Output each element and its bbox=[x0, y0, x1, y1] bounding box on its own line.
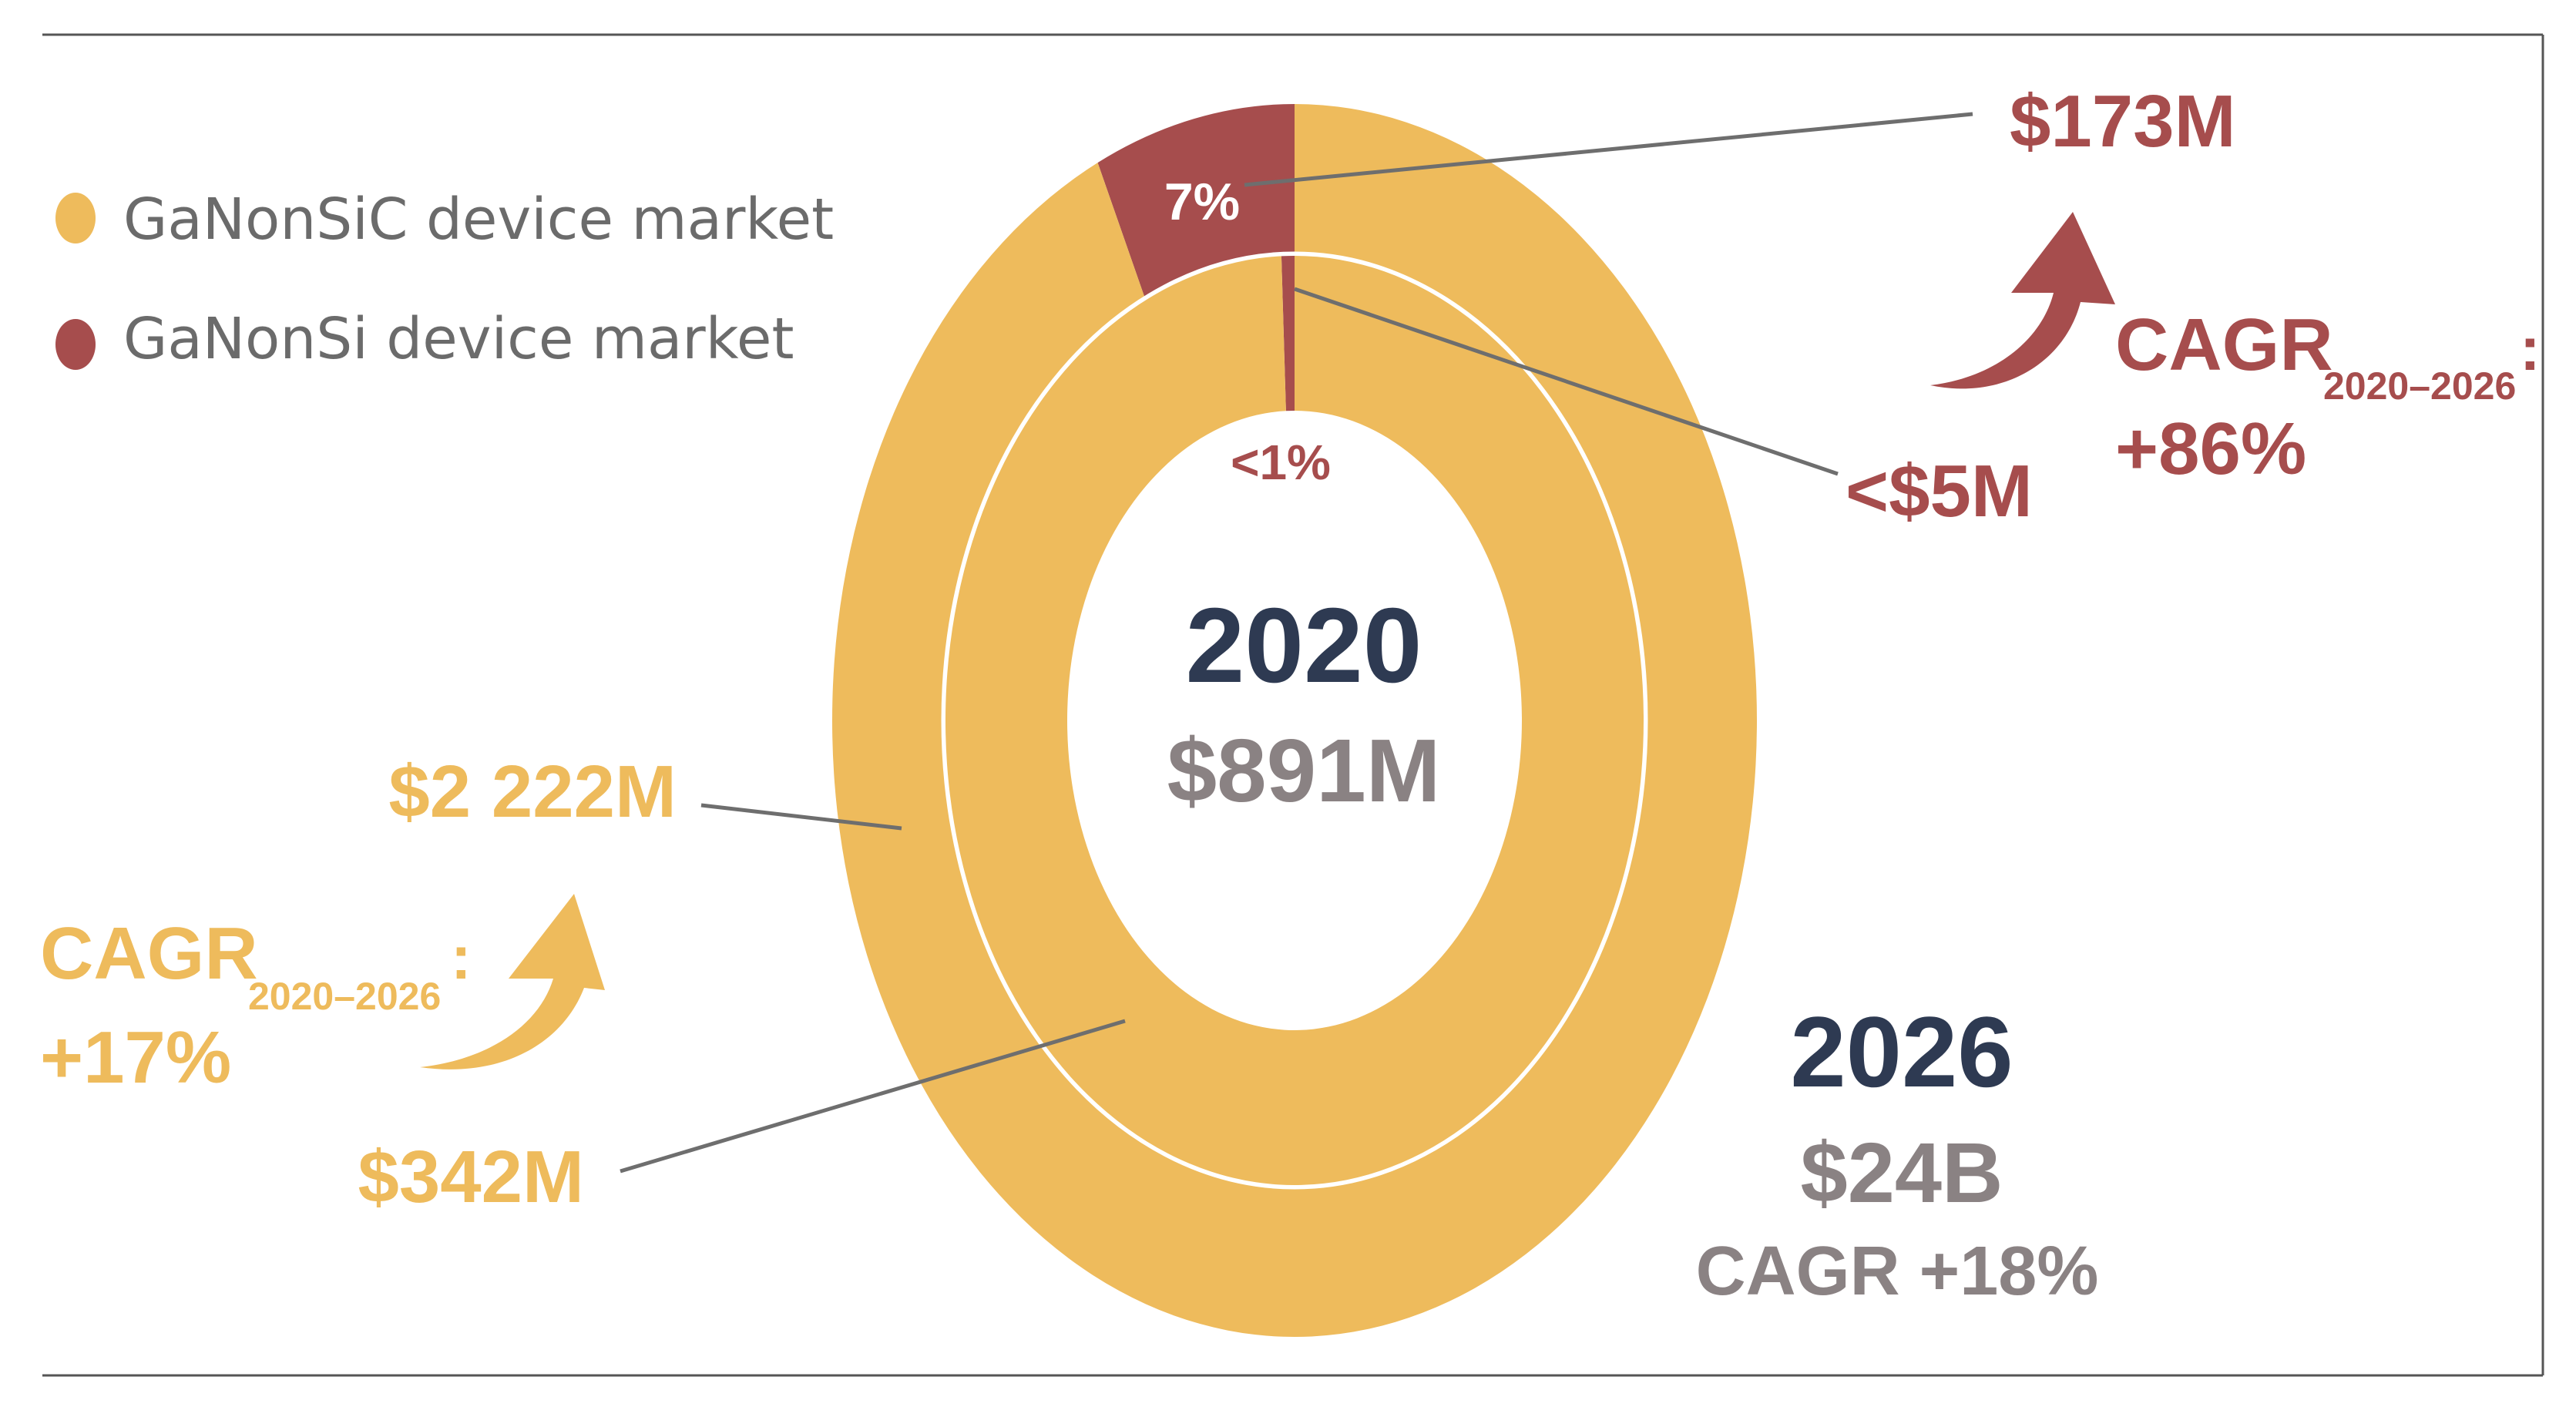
si-cagr-subscript: 2020–2026 bbox=[2323, 364, 2516, 408]
legend-sic-marker bbox=[55, 193, 96, 243]
sic-cagr-colon: : bbox=[451, 923, 472, 992]
pct-label-7: 7% bbox=[1164, 173, 1240, 231]
si-cagr-arrow-icon bbox=[1930, 212, 2115, 389]
center-total-2020: $891M bbox=[1167, 720, 1441, 821]
legend: GaNonSiC device market GaNonSi device ma… bbox=[55, 186, 834, 372]
value-label-2222m: $2 222M bbox=[388, 751, 677, 833]
year-2026: 2026 bbox=[1790, 996, 2013, 1108]
total-2026: $24B bbox=[1801, 1126, 2003, 1221]
value-label-342m: $342M bbox=[358, 1136, 584, 1218]
leader-line-5m bbox=[1294, 287, 1839, 476]
outer-ring-slice-gan-on-si bbox=[1097, 104, 1295, 297]
leader-line-173m bbox=[1244, 112, 1973, 187]
inner-ring-slice-gan-on-sic bbox=[945, 256, 1644, 1186]
inner-ring-2020 bbox=[945, 256, 1644, 1186]
center-year-2020: 2020 bbox=[1186, 586, 1422, 705]
si-cagr-annotation: CAGR 2020–2026 : +86% bbox=[1930, 212, 2541, 490]
legend-si-label: GaNonSi device market bbox=[123, 306, 794, 372]
value-label-5m: <$5M bbox=[1846, 450, 2033, 532]
sic-cagr-subscript: 2020–2026 bbox=[248, 975, 441, 1018]
leader-line-342m bbox=[620, 1019, 1126, 1174]
cagr-total-2026: CAGR +18% bbox=[1696, 1233, 2099, 1310]
leader-lines bbox=[620, 112, 1973, 1174]
leader-line-2222m bbox=[700, 803, 902, 831]
si-cagr-colon: : bbox=[2520, 314, 2541, 383]
si-cagr-title: CAGR bbox=[2115, 304, 2333, 386]
outer-ring-2026 bbox=[831, 104, 1758, 1338]
sic-cagr-annotation: CAGR 2020–2026 : +17% bbox=[40, 894, 605, 1099]
inner-ring-slice-gan-on-si bbox=[1281, 256, 1295, 411]
legend-si-marker bbox=[55, 319, 96, 370]
pct-label-lt1: <1% bbox=[1231, 435, 1331, 490]
value-label-173m: $173M bbox=[2010, 80, 2236, 163]
sic-cagr-value: +17% bbox=[40, 1016, 231, 1099]
ring-separator bbox=[941, 251, 1648, 1190]
legend-sic-label: GaNonSiC device market bbox=[123, 186, 834, 253]
sic-cagr-arrow-icon bbox=[420, 894, 605, 1070]
sic-cagr-title: CAGR bbox=[40, 912, 258, 995]
si-cagr-value: +86% bbox=[2115, 408, 2306, 490]
